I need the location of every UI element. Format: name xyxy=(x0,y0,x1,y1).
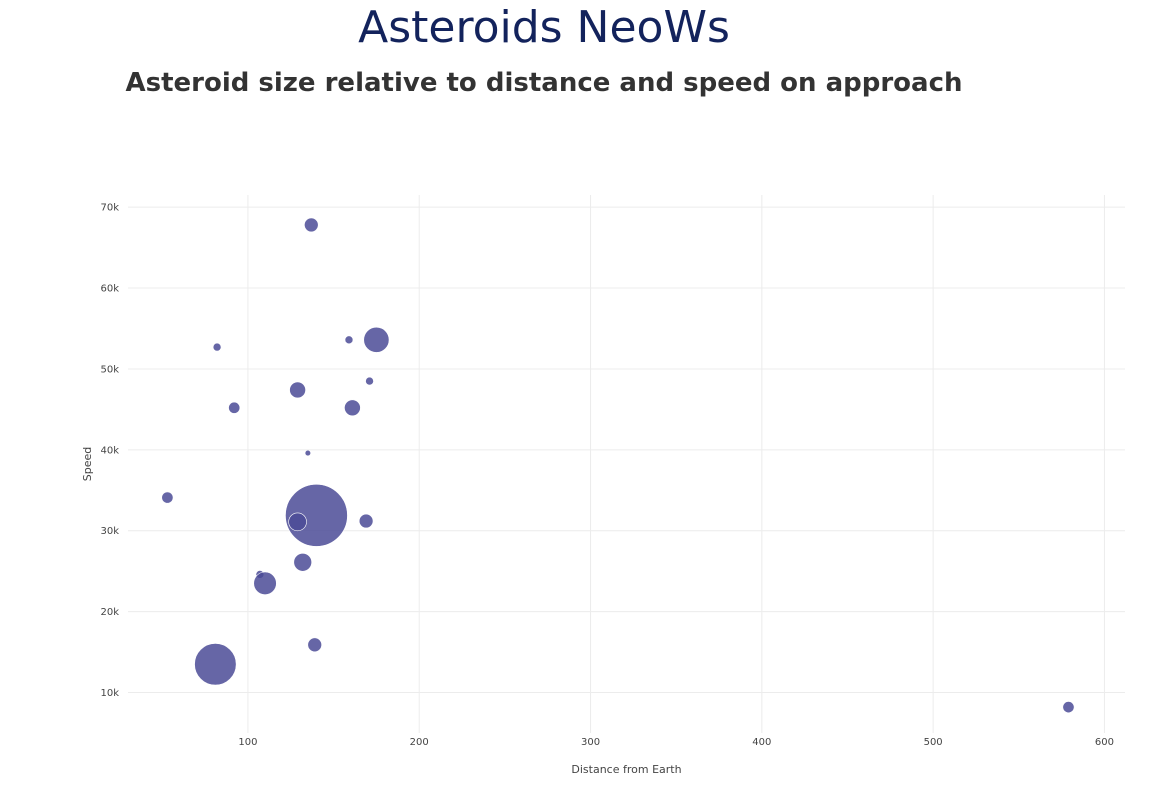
data-point[interactable] xyxy=(253,571,277,595)
data-point[interactable] xyxy=(161,491,174,504)
data-point[interactable] xyxy=(288,512,307,532)
y-tick-label: 60k xyxy=(100,284,119,295)
data-point[interactable] xyxy=(304,217,319,233)
y-tick-label: 10k xyxy=(100,688,119,699)
x-tick-label: 500 xyxy=(924,737,943,748)
chart-grid xyxy=(128,195,1125,733)
data-point[interactable] xyxy=(293,553,312,572)
data-point[interactable] xyxy=(228,401,241,414)
data-point[interactable] xyxy=(194,643,237,686)
y-tick-label: 20k xyxy=(100,607,119,618)
data-point[interactable] xyxy=(307,637,322,653)
x-tick-label: 100 xyxy=(238,737,257,748)
y-tick-label: 70k xyxy=(100,203,119,214)
data-point[interactable] xyxy=(365,376,374,386)
data-point[interactable] xyxy=(285,484,348,547)
x-tick-label: 300 xyxy=(581,737,600,748)
data-point[interactable] xyxy=(212,342,222,352)
page-subtitle: Asteroid size relative to distance and s… xyxy=(125,68,963,98)
data-point[interactable] xyxy=(358,513,374,529)
data-point[interactable] xyxy=(289,381,306,399)
data-point[interactable] xyxy=(1062,701,1075,714)
y-tick-label: 30k xyxy=(100,526,119,537)
y-axis-title: Speed xyxy=(81,447,94,481)
page-title: Asteroids NeoWs xyxy=(358,2,730,53)
x-tick-label: 200 xyxy=(410,737,429,748)
data-point[interactable] xyxy=(344,399,361,417)
x-tick-label: 600 xyxy=(1095,737,1114,748)
y-tick-label: 40k xyxy=(100,445,119,456)
x-axis-title: Distance from Earth xyxy=(571,763,681,776)
y-tick-label: 50k xyxy=(100,364,119,375)
chart-points[interactable] xyxy=(161,217,1075,714)
x-tick-label: 400 xyxy=(752,737,771,748)
y-axis-ticks: 10k 20k 30k 40k 50k 60k 70k xyxy=(100,203,119,699)
x-axis-ticks: 100 200 300 400 500 600 xyxy=(238,737,1114,748)
data-point[interactable] xyxy=(344,335,354,345)
data-point[interactable] xyxy=(304,449,312,457)
data-point[interactable] xyxy=(363,326,390,353)
